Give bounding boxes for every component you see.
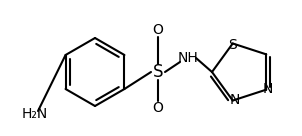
Text: S: S <box>228 38 237 52</box>
Text: N: N <box>230 92 240 106</box>
Text: N: N <box>263 82 273 96</box>
Text: H₂N: H₂N <box>22 107 48 121</box>
Text: NH: NH <box>178 51 198 65</box>
Text: S: S <box>153 63 163 81</box>
Text: O: O <box>153 23 163 37</box>
Text: O: O <box>153 101 163 115</box>
